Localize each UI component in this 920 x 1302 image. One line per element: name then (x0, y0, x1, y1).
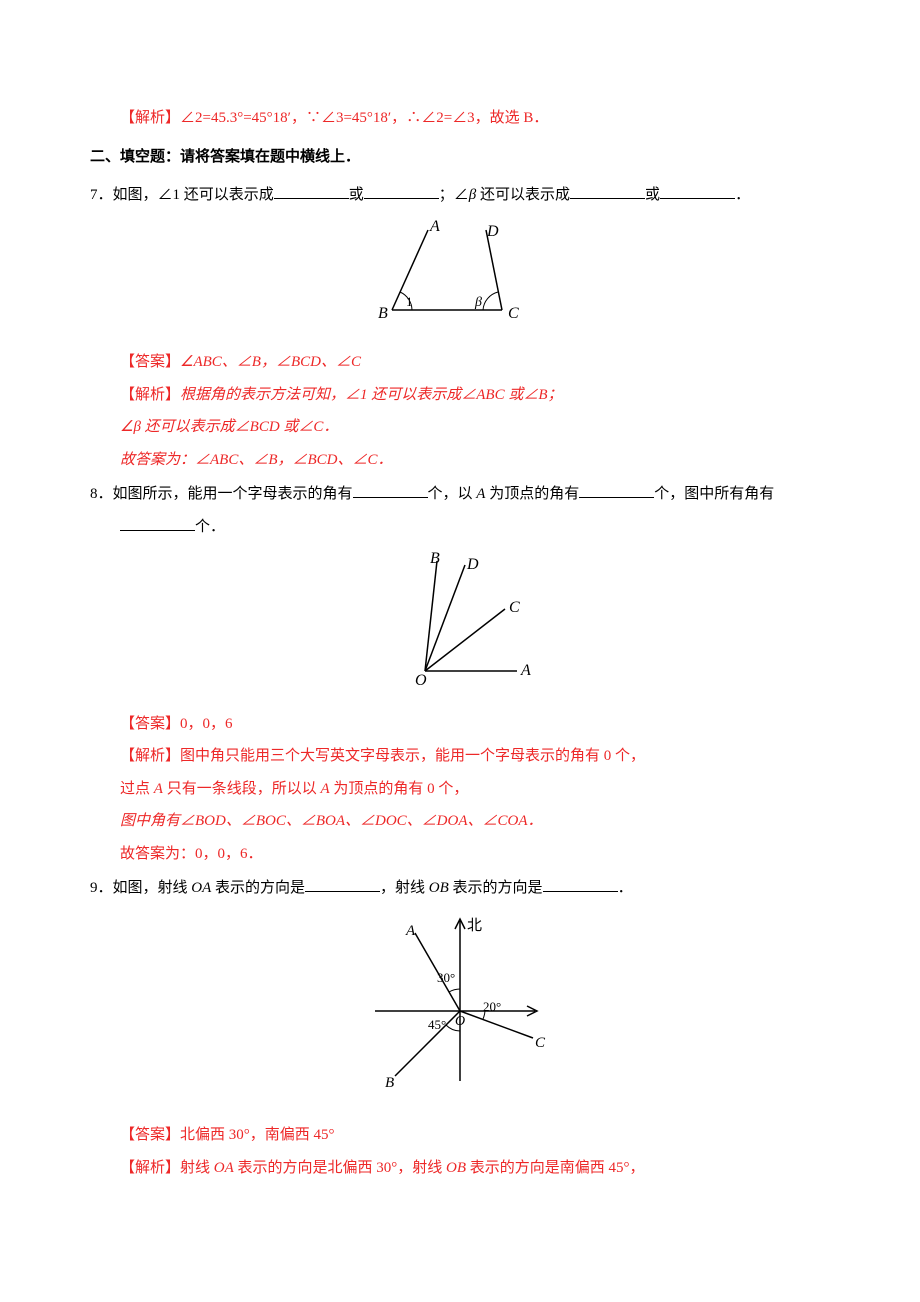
q7-analysis-2: ∠β 还可以表示成∠BCD 或∠C． (90, 413, 830, 442)
q8-answer: 【答案】0，0，6 (90, 710, 830, 739)
svg-text:D: D (486, 223, 499, 240)
q7-figure: A D B C 1 β (90, 218, 830, 339)
q8-analysis-4: 故答案为：0，0，6． (90, 840, 830, 869)
analysis-text: 【解析】∠2=45.3°=45°18′，∵∠3=45°18′，∴∠2=∠3，故选… (120, 110, 548, 126)
svg-text:D: D (466, 556, 479, 573)
blank (305, 876, 380, 893)
question-8: 8．如图所示，能用一个字母表示的角有个，以 A 为顶点的角有个，图中所有角有 个… (90, 480, 830, 868)
section2-heading: 二、填空题：请将答案填在题中横线上． (90, 143, 830, 172)
q7-answer: 【答案】∠ABC、∠B，∠BCD、∠C (90, 348, 830, 377)
q7-analysis-3: 故答案为：∠ABC、∠B，∠BCD、∠C． (90, 446, 830, 475)
blank (274, 183, 349, 200)
blank (543, 876, 618, 893)
svg-text:O: O (455, 1014, 465, 1029)
svg-text:B: B (378, 305, 388, 322)
q7-prompt: 7．如图，∠1 还可以表示成或；∠β 还可以表示成或． (90, 181, 830, 210)
svg-text:B: B (385, 1075, 394, 1091)
svg-text:B: B (430, 550, 440, 567)
q7-analysis-1: 【解析】根据角的表示方法可知，∠1 还可以表示成∠ABC 或∠B； (90, 381, 830, 410)
q8-analysis-3: 图中角有∠BOD、∠BOC、∠BOA、∠DOC、∠DOA、∠COA． (90, 807, 830, 836)
q9-answer: 【答案】北偏西 30°，南偏西 45° (90, 1121, 830, 1150)
q8-analysis-2: 过点 A 只有一条线段，所以以 A 为顶点的角有 0 个， (90, 775, 830, 804)
blank (120, 514, 195, 531)
svg-text:1: 1 (406, 294, 413, 309)
blank (353, 482, 428, 499)
svg-text:O: O (415, 672, 427, 689)
svg-text:A: A (429, 218, 440, 235)
svg-text:北: 北 (467, 917, 482, 934)
q9-analysis-1: 【解析】射线 OA 表示的方向是北偏西 30°，射线 OB 表示的方向是南偏西 … (90, 1154, 830, 1183)
svg-text:A: A (405, 923, 416, 939)
q9-figure: A B C O 北 30° 45° 20° (90, 911, 830, 1112)
svg-text:β: β (474, 295, 482, 310)
svg-text:20°: 20° (483, 999, 501, 1014)
question-9: 9．如图，射线 OA 表示的方向是，射线 OB 表示的方向是． A B C O (90, 874, 830, 1182)
q8-prompt-line2: 个． (90, 513, 830, 542)
svg-text:A: A (520, 662, 531, 679)
question-7: 7．如图，∠1 还可以表示成或；∠β 还可以表示成或． A D B C 1 β … (90, 181, 830, 474)
q8-prompt: 8．如图所示，能用一个字母表示的角有个，以 A 为顶点的角有个，图中所有角有 (90, 480, 830, 509)
blank (364, 183, 439, 200)
blank (579, 482, 654, 499)
blank (570, 183, 645, 200)
prev-analysis: 【解析】∠2=45.3°=45°18′，∵∠3=45°18′，∴∠2=∠3，故选… (90, 104, 830, 133)
svg-text:C: C (535, 1035, 546, 1051)
svg-text:C: C (508, 305, 519, 322)
svg-text:C: C (509, 599, 520, 616)
svg-text:45°: 45° (428, 1017, 446, 1032)
blank (660, 183, 735, 200)
q8-analysis-1: 【解析】图中角只能用三个大写英文字母表示，能用一个字母表示的角有 0 个， (90, 742, 830, 771)
q8-figure: B D C A O (90, 549, 830, 700)
svg-text:30°: 30° (437, 970, 455, 985)
q9-prompt: 9．如图，射线 OA 表示的方向是，射线 OB 表示的方向是． (90, 874, 830, 903)
